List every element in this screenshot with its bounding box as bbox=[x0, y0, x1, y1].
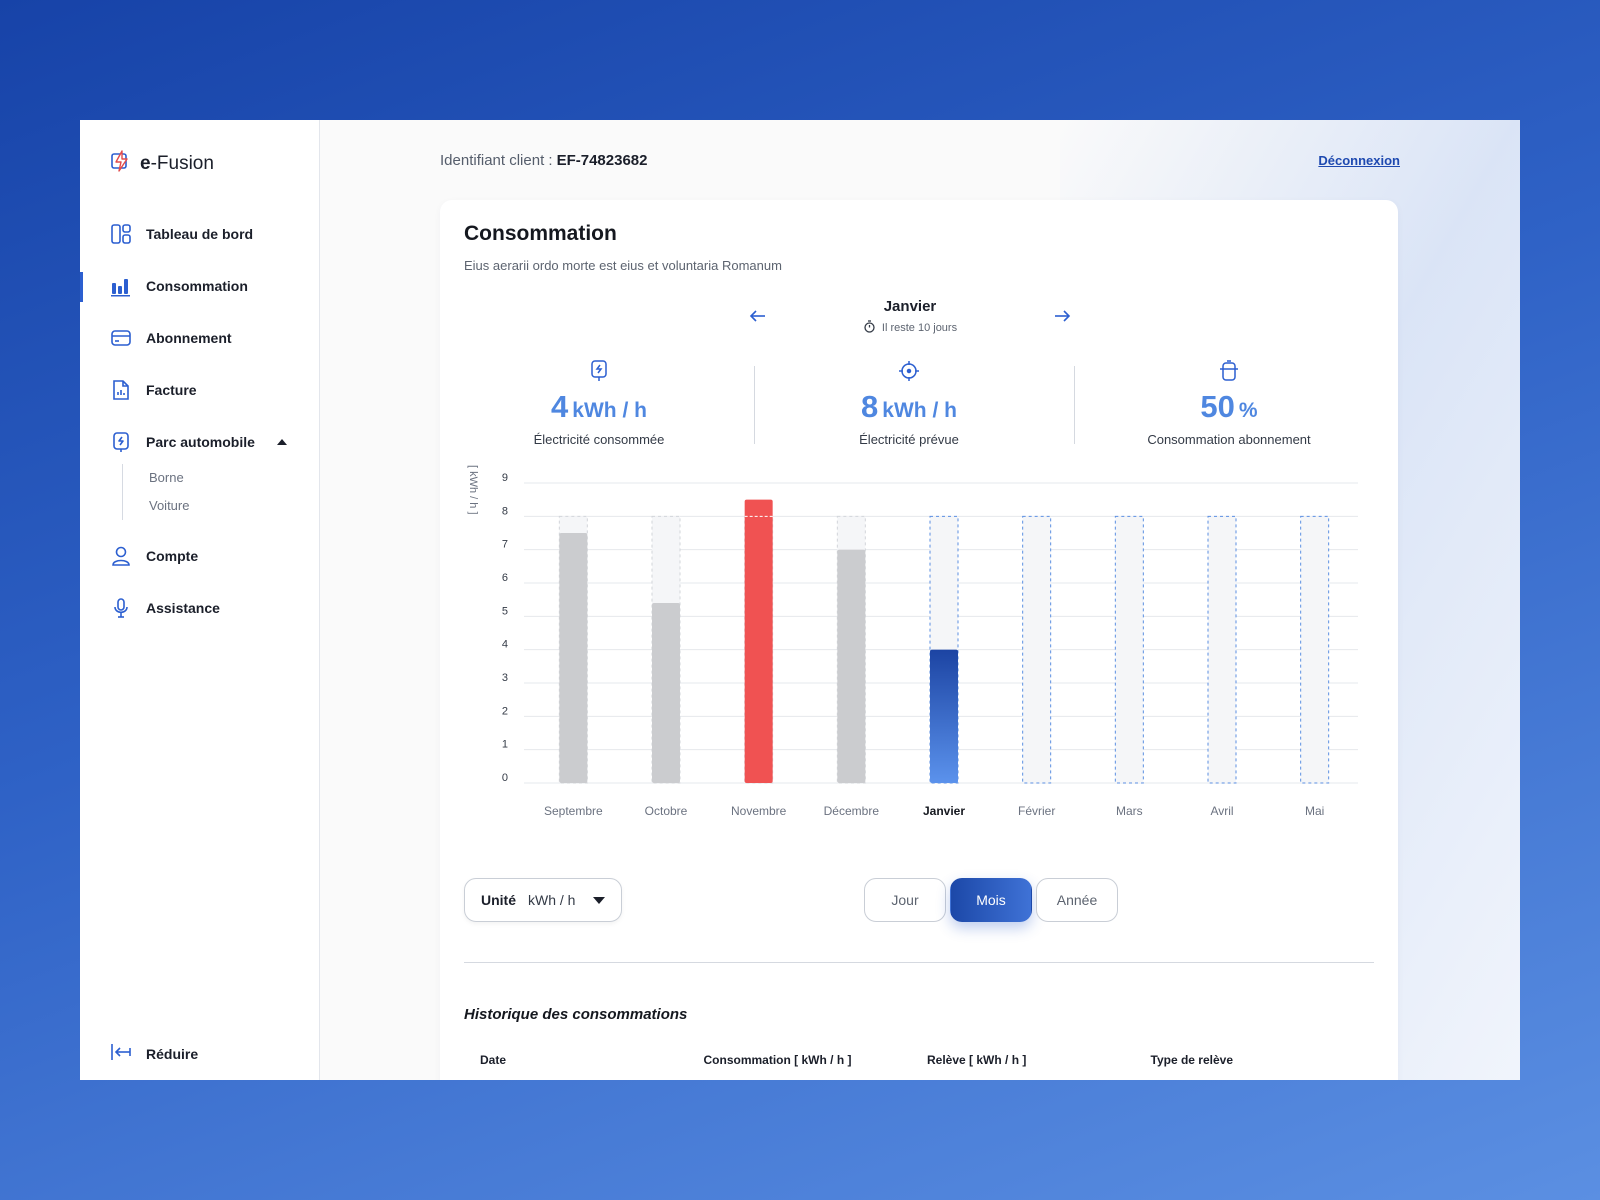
toggle-day[interactable]: Jour bbox=[864, 878, 946, 922]
consumption-bar bbox=[744, 499, 773, 783]
consumption-bar bbox=[837, 549, 866, 783]
x-tick-label: Novembre bbox=[731, 804, 787, 818]
stat-planned: 8 kWh / h Électricité prévue bbox=[774, 360, 1044, 447]
sidebar-subitem-voiture[interactable]: Voiture bbox=[149, 498, 190, 513]
sidebar-subitem-borne[interactable]: Borne bbox=[149, 470, 184, 485]
top-bar: Identifiant client : EF-74823682 Déconnex… bbox=[440, 152, 1400, 169]
y-axis-label: [ kWh / h ] bbox=[467, 465, 479, 515]
remaining-days: Il reste 10 jours bbox=[740, 320, 1080, 336]
toggle-year[interactable]: Année bbox=[1036, 878, 1118, 922]
stat-consumed: 4 kWh / h Électricité consommée bbox=[464, 360, 734, 447]
app-window: e-Fusion Tableau de bord Consommation Ab… bbox=[80, 120, 1520, 1080]
main-content: Identifiant client : EF-74823682 Déconnex… bbox=[320, 120, 1520, 1080]
bar-chart-icon bbox=[110, 275, 132, 297]
page-subtitle: Eius aerarii ordo morte est eius et volu… bbox=[464, 258, 782, 273]
y-tick-label: 2 bbox=[502, 705, 508, 717]
sidebar-item-parc-automobile[interactable]: Parc automobile bbox=[80, 416, 319, 468]
column-header-reading[interactable]: Relève [ kWh / h ] bbox=[927, 1053, 1027, 1067]
x-tick-label: Décembre bbox=[824, 804, 880, 818]
x-tick-label: Janvier bbox=[923, 804, 965, 818]
consumption-bar bbox=[652, 603, 680, 783]
collapse-caret-icon[interactable] bbox=[277, 439, 287, 445]
x-tick-label: Octobre bbox=[645, 804, 688, 818]
x-tick-label: Mars bbox=[1116, 804, 1143, 818]
stat-planned-value: 8 bbox=[861, 389, 879, 424]
stat-divider bbox=[754, 366, 755, 444]
planned-bar bbox=[1207, 515, 1237, 784]
stopwatch-icon bbox=[863, 320, 876, 336]
planned-bar bbox=[1114, 515, 1144, 784]
section-divider bbox=[464, 962, 1374, 963]
consumption-bar bbox=[930, 649, 958, 783]
history-title: Historique des consommations bbox=[464, 1006, 688, 1023]
sidebar-item-dashboard[interactable]: Tableau de bord bbox=[80, 208, 319, 260]
target-icon bbox=[774, 360, 1044, 384]
invoice-icon bbox=[110, 379, 132, 401]
current-month: Janvier bbox=[883, 298, 937, 315]
y-tick-label: 4 bbox=[502, 639, 508, 651]
sidebar-item-compte[interactable]: Compte bbox=[80, 530, 319, 582]
subnav-parc-automobile: Borne Voiture bbox=[122, 464, 319, 520]
planned-bar bbox=[1300, 515, 1330, 784]
history-table-header: Date Consommation [ kWh / h ] Relève [ k… bbox=[464, 1040, 1374, 1080]
stat-subscription-value: 50 bbox=[1200, 389, 1235, 424]
toggle-month[interactable]: Mois bbox=[950, 878, 1032, 922]
sidebar: e-Fusion Tableau de bord Consommation Ab… bbox=[80, 120, 320, 1080]
main-nav: Tableau de bord Consommation Abonnement … bbox=[80, 208, 319, 634]
consumption-bar bbox=[559, 533, 588, 783]
sidebar-item-assistance[interactable]: Assistance bbox=[80, 582, 319, 634]
y-tick-label: 3 bbox=[502, 672, 508, 684]
client-id: Identifiant client : EF-74823682 bbox=[440, 152, 648, 169]
x-tick-label: Mai bbox=[1305, 804, 1324, 818]
y-tick-label: 5 bbox=[502, 605, 508, 617]
column-header-reading-type[interactable]: Type de relève bbox=[1150, 1053, 1234, 1067]
arrow-left-icon[interactable] bbox=[748, 308, 768, 324]
bolt-logo-icon bbox=[110, 150, 132, 178]
y-tick-label: 6 bbox=[502, 572, 508, 584]
card-icon bbox=[110, 327, 132, 349]
dashboard-icon bbox=[110, 223, 132, 245]
column-header-consumption[interactable]: Consommation [ kWh / h ] bbox=[703, 1053, 852, 1067]
stats-row: 4 kWh / h Électricité consommée 8 kWh / h … bbox=[464, 360, 1422, 450]
logout-link[interactable]: Déconnexion bbox=[1318, 153, 1400, 168]
arrow-right-icon[interactable] bbox=[1052, 308, 1072, 324]
y-tick-label: 0 bbox=[502, 772, 508, 784]
x-tick-label: Février bbox=[1018, 804, 1055, 818]
y-tick-label: 9 bbox=[502, 472, 508, 484]
stat-divider bbox=[1074, 366, 1075, 444]
collapse-left-icon bbox=[110, 1043, 132, 1064]
consumption-bar-chart: [ kWh / h ] 0 1 2 3 4 5 6 7 8 9 Septembre Octobre Nov… bbox=[467, 465, 1358, 818]
stat-consumed-value: 4 bbox=[551, 389, 569, 424]
period-toggle: Jour Mois Année bbox=[864, 878, 1118, 922]
x-tick-label: Septembre bbox=[544, 804, 603, 818]
subscription-icon bbox=[1094, 360, 1364, 384]
y-tick-label: 7 bbox=[502, 539, 508, 551]
y-tick-label: 8 bbox=[502, 505, 508, 517]
unit-select[interactable]: Unité kWh / h bbox=[464, 878, 622, 922]
chevron-down-icon bbox=[593, 896, 605, 904]
user-icon bbox=[110, 545, 132, 567]
charger-icon bbox=[110, 431, 132, 453]
charger-icon bbox=[464, 360, 734, 384]
sidebar-item-facture[interactable]: Facture bbox=[80, 364, 319, 416]
microphone-icon bbox=[110, 597, 132, 619]
period-navigator: Janvier Il reste 10 jours bbox=[740, 298, 1080, 338]
y-tick-label: 1 bbox=[502, 739, 508, 751]
reduce-sidebar-button[interactable]: Réduire bbox=[110, 1043, 198, 1064]
consumption-card: Consommation Eius aerarii ordo morte est… bbox=[440, 200, 1398, 1080]
sidebar-item-abonnement[interactable]: Abonnement bbox=[80, 312, 319, 364]
sidebar-item-consommation[interactable]: Consommation bbox=[80, 260, 319, 312]
stat-subscription: 50% Consommation abonnement bbox=[1094, 360, 1364, 447]
planned-bar bbox=[1022, 515, 1052, 784]
logo: e-Fusion bbox=[110, 150, 214, 178]
page-title: Consommation bbox=[464, 222, 617, 245]
column-header-date[interactable]: Date bbox=[480, 1053, 507, 1067]
x-tick-label: Avril bbox=[1210, 804, 1233, 818]
